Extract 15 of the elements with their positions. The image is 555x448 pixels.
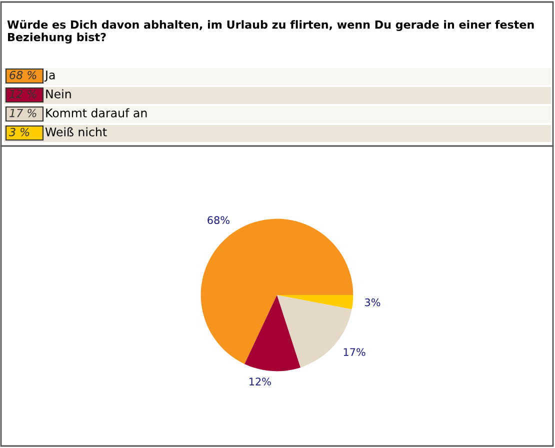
legend-label: Nein xyxy=(46,89,71,98)
data-label: 17% xyxy=(344,348,366,356)
text: 68 % xyxy=(10,70,36,80)
text: 17 % xyxy=(10,108,36,118)
data-label: 3% xyxy=(365,298,380,306)
data-label: 68% xyxy=(208,216,230,224)
data-label: 12% xyxy=(249,378,271,386)
text: 12 % xyxy=(10,90,36,98)
chart-title: Würde es Dich davon abhalten, im Urlaub zu flirten, wenn Du gerade in einer festen Beziehung bist? xyxy=(7,20,534,44)
legend-label: Weiß nicht xyxy=(45,127,107,136)
legend-label: Ja xyxy=(44,70,55,82)
pie-slice xyxy=(244,295,301,372)
legend-label: Kommt darauf an xyxy=(46,108,147,118)
pie-slice xyxy=(277,295,354,310)
text: 3 % xyxy=(9,128,30,136)
